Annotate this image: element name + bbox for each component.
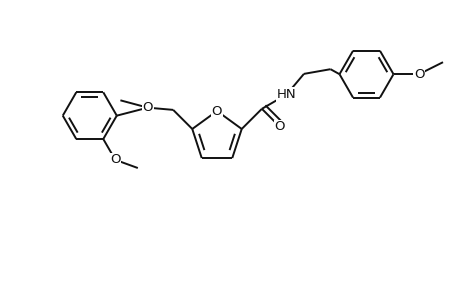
Text: O: O bbox=[211, 104, 222, 118]
Text: HN: HN bbox=[276, 88, 296, 101]
Text: O: O bbox=[142, 101, 153, 114]
Text: O: O bbox=[274, 120, 285, 133]
Text: O: O bbox=[110, 153, 120, 166]
Text: O: O bbox=[413, 68, 423, 81]
